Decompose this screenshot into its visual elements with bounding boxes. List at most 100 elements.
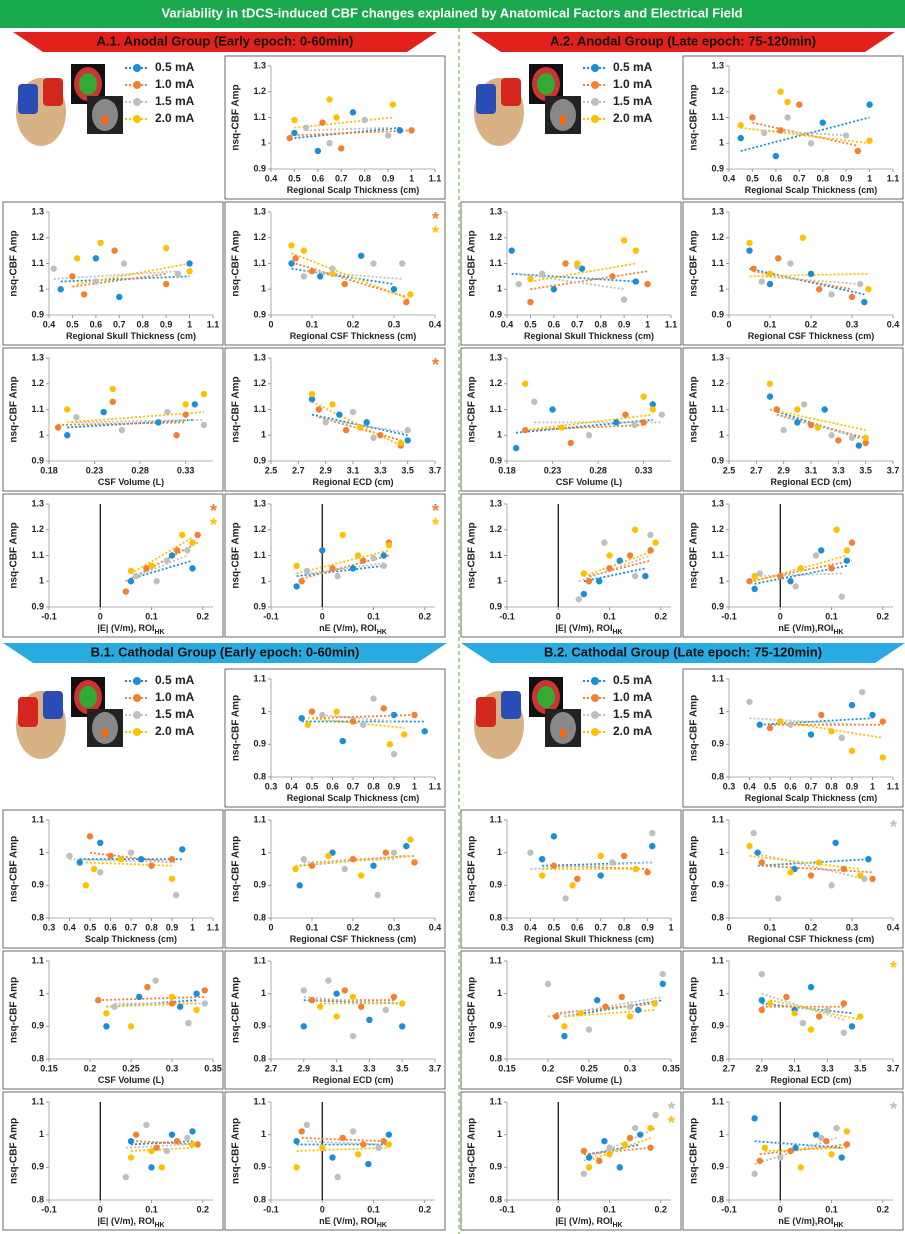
y-axis-label: nsq-CBF Amp (9, 230, 20, 296)
data-point (576, 596, 582, 602)
data-point (650, 406, 656, 412)
data-point (342, 987, 348, 993)
data-point (136, 994, 142, 1000)
data-point (189, 1141, 195, 1147)
data-point (632, 527, 638, 533)
y-axis-label: nsq-CBF Amp (231, 977, 242, 1043)
data-point (865, 286, 871, 292)
data-point (91, 866, 97, 872)
y-tick-label: 1.1 (489, 550, 502, 560)
data-point (123, 1174, 129, 1180)
x-tick-label: 0.6 (104, 922, 117, 932)
data-point (118, 856, 124, 862)
brain-map (560, 728, 566, 738)
x-axis-label-sub: HK (377, 629, 387, 636)
data-point (83, 882, 89, 888)
data-point (833, 1125, 839, 1131)
data-point (148, 863, 154, 869)
chart-title: Variability in tDCS-induced CBF changes … (161, 5, 742, 20)
x-tick-label: 0.4 (429, 922, 442, 932)
trend-line (307, 563, 384, 573)
brain-map (102, 728, 108, 738)
data-point (749, 114, 755, 120)
data-point (784, 99, 790, 105)
y-tick-label: 1.3 (711, 498, 724, 508)
x-axis-label: CSF Volume (L) (98, 477, 164, 487)
data-point (103, 1023, 109, 1029)
x-axis-label: CSF Volume (L) (98, 1075, 164, 1085)
electrode (43, 78, 63, 106)
x-tick-label: 0.18 (40, 465, 58, 475)
y-tick-label: 1 (497, 1129, 502, 1139)
data-point (169, 856, 175, 862)
legend-label: 1.0 mA (613, 690, 653, 704)
x-tick-label: 0.2 (876, 611, 889, 621)
x-axis-label-sub: HK (612, 1222, 622, 1229)
brain-map (537, 686, 555, 708)
x-tick-label: 0.1 (603, 1204, 616, 1214)
data-point (574, 876, 580, 882)
data-point (370, 863, 376, 869)
x-tick-label: 0.1 (145, 1204, 158, 1214)
x-tick-label: 0.23 (544, 465, 562, 475)
x-tick-label: 3.1 (330, 1063, 343, 1073)
y-tick-label: 1.1 (253, 814, 266, 824)
x-tick-label: 0.23 (86, 465, 104, 475)
y-tick-label: 1.3 (253, 352, 266, 362)
data-point (128, 578, 134, 584)
y-tick-label: 1 (261, 1129, 266, 1139)
x-axis-label-text: Regional Scalp Thickness (cm) (287, 793, 420, 803)
data-point (798, 1164, 804, 1170)
data-point (746, 578, 752, 584)
x-axis-label: Regional Skull Thickness (cm) (524, 934, 654, 944)
data-point (360, 1141, 366, 1147)
significance-mark: * (432, 223, 439, 243)
x-tick-label: 3.1 (347, 465, 360, 475)
data-point (787, 578, 793, 584)
y-axis-label: nsq-CBF Amp (689, 84, 700, 150)
y-tick-label: 0.9 (253, 739, 266, 749)
data-point (551, 863, 557, 869)
x-tick-label: 0.2 (196, 1204, 209, 1214)
data-point (586, 1164, 592, 1170)
data-point (813, 552, 819, 558)
y-tick-label: 1 (497, 284, 502, 294)
x-tick-label: 0.8 (145, 922, 158, 932)
data-point (381, 563, 387, 569)
data-point (759, 971, 765, 977)
y-tick-label: 1.3 (31, 352, 44, 362)
x-tick-label: 0.2 (418, 1204, 431, 1214)
x-tick-label: 0.3 (723, 781, 736, 791)
y-tick-label: 0.9 (489, 309, 502, 319)
data-point (647, 547, 653, 553)
x-tick-label: 0.18 (498, 465, 516, 475)
y-axis-label: nsq-CBF Amp (689, 522, 700, 588)
data-point (598, 872, 604, 878)
data-point (622, 1141, 628, 1147)
data-point (828, 1151, 834, 1157)
data-point (309, 863, 315, 869)
legend-label: 0.5 mA (613, 60, 653, 74)
significance-mark: * (890, 958, 897, 978)
x-tick-label: 0.9 (382, 173, 395, 183)
y-tick-label: 0.8 (31, 1053, 44, 1063)
data-point (301, 247, 307, 253)
x-axis-label: |E| (V/m), ROIHK (97, 1216, 164, 1229)
data-point (148, 563, 154, 569)
y-tick-label: 1.3 (489, 352, 502, 362)
data-point (578, 1010, 584, 1016)
data-point (596, 1158, 602, 1164)
data-point (627, 1013, 633, 1019)
data-point (148, 1164, 154, 1170)
x-tick-label: -0.1 (721, 611, 737, 621)
y-tick-label: 0.8 (31, 1194, 44, 1204)
y-axis-label: nsq-CBF Amp (467, 977, 478, 1043)
data-point (301, 273, 307, 279)
x-axis-label-text: |E| (V/m), ROI (555, 623, 612, 633)
data-point (780, 427, 786, 433)
x-tick-label: 0.3 (388, 319, 401, 329)
x-axis-label: Regional ECD (cm) (312, 477, 393, 487)
y-tick-label: 1.1 (711, 550, 724, 560)
y-tick-label: 0.9 (31, 1021, 44, 1031)
x-tick-label: 0.2 (805, 922, 818, 932)
